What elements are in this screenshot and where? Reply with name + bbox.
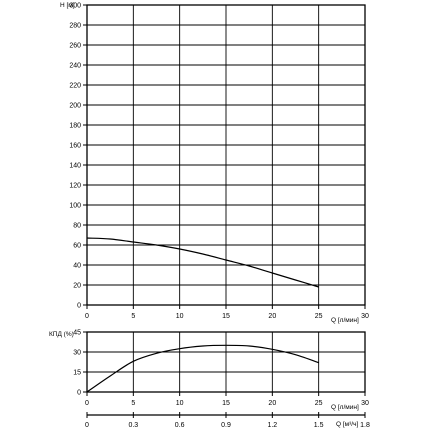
efficiency-axis-label: КПД (%) [49,331,74,338]
efficiency-xtick-label: 0 [85,400,89,407]
flow-axis-label-lower: Q [л/мин] [331,404,359,411]
efficiency-ytick-label: 30 [73,349,81,356]
flow-axis-label: Q [л/мин] [331,317,359,324]
m3-xtick-label: 1.8 [360,422,370,429]
efficiency-xtick-label: 30 [361,400,369,407]
m3-xtick-label: 0 [85,422,89,429]
head-xtick-label: 10 [176,313,184,320]
efficiency-ytick-label: 0 [77,389,81,396]
head-ytick-label: 180 [69,122,81,129]
head-xtick-label: 25 [315,313,323,320]
head-xtick-label: 30 [361,313,369,320]
labels-layer: H [м] Q [л/мин] КПД (%) Q [л/мин] Q [м³/… [49,2,359,428]
head-xtick-label: 5 [131,313,135,320]
m3-xtick-label: 0.3 [128,422,138,429]
head-ytick-label: 240 [69,62,81,69]
head-ytick-label: 260 [69,42,81,49]
efficiency-xtick-label: 20 [268,400,276,407]
m3-xtick-label: 1.5 [314,422,324,429]
head-ytick-label: 40 [73,262,81,269]
head-ytick-label: 160 [69,142,81,149]
m3-xtick-label: 1.2 [267,422,277,429]
efficiency-xtick-label: 10 [176,400,184,407]
head-xtick-label: 20 [268,313,276,320]
head-xtick-label: 0 [85,313,89,320]
head-ytick-label: 300 [69,2,81,9]
m3-xtick-label: 0.6 [175,422,185,429]
efficiency-xtick-label: 15 [222,400,230,407]
head-ytick-label: 280 [69,22,81,29]
head-axis-label: H [м] [60,2,75,9]
curves-layer [86,237,319,393]
head-ytick-label: 120 [69,182,81,189]
head-ytick-label: 140 [69,162,81,169]
head-ytick-label: 80 [73,222,81,229]
head-ytick-label: 60 [73,242,81,249]
efficiency-xtick-label: 25 [315,400,323,407]
head-ytick-label: 20 [73,282,81,289]
head-xtick-label: 15 [222,313,230,320]
efficiency-ytick-label: 45 [73,329,81,336]
head-ytick-label: 100 [69,202,81,209]
efficiency-xtick-label: 5 [131,400,135,407]
m3-xtick-label: 0.9 [221,422,231,429]
flow-m3-axis-label: Q [м³/ч] [336,421,358,428]
head-ytick-label: 220 [69,82,81,89]
efficiency-curve [86,344,319,393]
head-curve [86,237,319,288]
grid-layer: 0204060801001201401601802002202402602803… [69,2,370,429]
head-ytick-label: 0 [77,302,81,309]
head-ytick-label: 200 [69,102,81,109]
efficiency-ytick-label: 15 [73,369,81,376]
